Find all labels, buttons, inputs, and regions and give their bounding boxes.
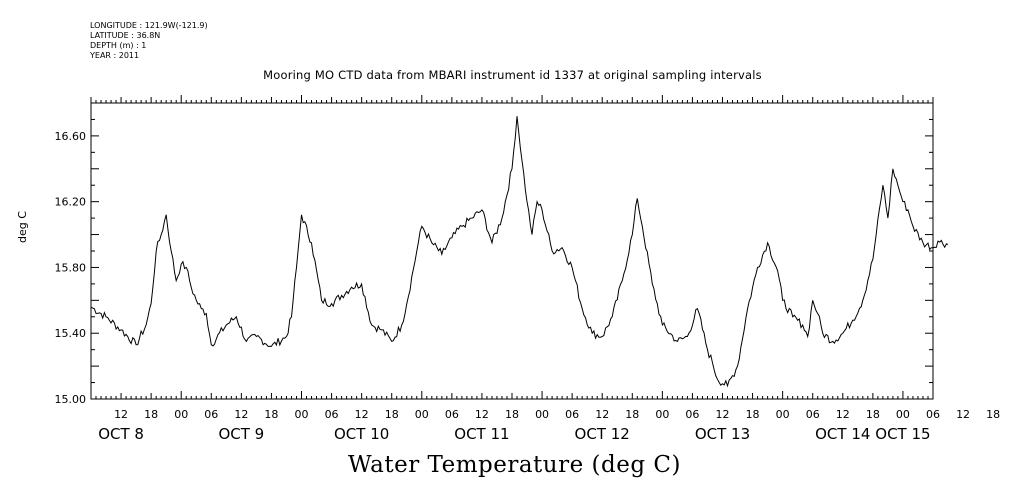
latitude-text: LATITUDE : 36.8N [90, 31, 161, 40]
chart-title: Mooring MO CTD data from MBARI instrumen… [263, 68, 762, 82]
x-day-labels: OCT 8 OCT 9 OCT 10 OCT 11 OCT 12 OCT 13 OCT 14… [98, 425, 930, 443]
x-tick-labels: 12 18 00 06 12 18 00 06 12 18 00 06 12 18 00 06 12 18 00 06… [114, 408, 1000, 421]
x-tick-label: 18 [385, 408, 399, 421]
x-tick-label: 12 [595, 408, 609, 421]
x-tick-label: 06 [204, 408, 218, 421]
x-tick-label: 06 [806, 408, 820, 421]
y-tick-labels: 15.00 15.40 15.80 16.20 16.60 [55, 130, 87, 406]
x-tick-label: 18 [625, 408, 639, 421]
year-text: YEAR : 2011 [90, 51, 140, 60]
x-tick-label: 12 [836, 408, 850, 421]
x-tick-label: 12 [114, 408, 128, 421]
y-tick-label: 15.40 [55, 327, 87, 340]
x-day-label: OCT 12 [575, 425, 630, 443]
x-tick-label: 00 [896, 408, 910, 421]
plot-frame [90, 102, 934, 400]
x-day-label: OCT 15 [875, 425, 930, 443]
longitude-text: LONGITUDE : 121.9W(-121.9) [90, 21, 208, 30]
temperature-line [90, 116, 949, 388]
x-tick-label: 00 [415, 408, 429, 421]
x-tick-label: 12 [716, 408, 730, 421]
x-tick-label: 12 [956, 408, 970, 421]
x-tick-label: 00 [295, 408, 309, 421]
x-tick-label: 18 [144, 408, 158, 421]
x-day-label: OCT 10 [334, 425, 389, 443]
x-tick-label: 18 [505, 408, 519, 421]
x-day-label: OCT 13 [695, 425, 750, 443]
x-tick-label: 06 [325, 408, 339, 421]
x-tick-label: 12 [234, 408, 248, 421]
x-tick-label: 18 [264, 408, 278, 421]
x-day-label: OCT 8 [98, 425, 144, 443]
x-tick-label: 00 [776, 408, 790, 421]
x-tick-label: 06 [926, 408, 940, 421]
x-tick-label: 00 [655, 408, 669, 421]
depth-text: DEPTH (m) : 1 [90, 41, 147, 50]
y-tick-label: 16.60 [55, 130, 87, 143]
y-axis-label: deg C [16, 211, 29, 243]
y-tick-label: 16.20 [55, 196, 87, 209]
x-day-label: OCT 11 [454, 425, 509, 443]
metadata-block: LONGITUDE : 121.9W(-121.9) LATITUDE : 36… [90, 21, 208, 61]
x-day-label: OCT 14 [815, 425, 870, 443]
x-tick-label: 00 [535, 408, 549, 421]
x-tick-label: 00 [174, 408, 188, 421]
x-tick-label: 12 [355, 408, 369, 421]
x-tick-label: 06 [685, 408, 699, 421]
x-tick-label: 06 [445, 408, 459, 421]
x-tick-label: 12 [475, 408, 489, 421]
axis-ticks [90, 95, 934, 400]
y-tick-label: 15.00 [55, 393, 87, 406]
x-axis-label: Water Temperature (deg C) [348, 452, 681, 478]
y-tick-label: 15.80 [55, 261, 87, 274]
x-tick-label: 18 [746, 408, 760, 421]
x-tick-label: 18 [986, 408, 1000, 421]
x-day-label: OCT 9 [218, 425, 264, 443]
x-tick-label: 06 [565, 408, 579, 421]
x-tick-label: 18 [866, 408, 880, 421]
